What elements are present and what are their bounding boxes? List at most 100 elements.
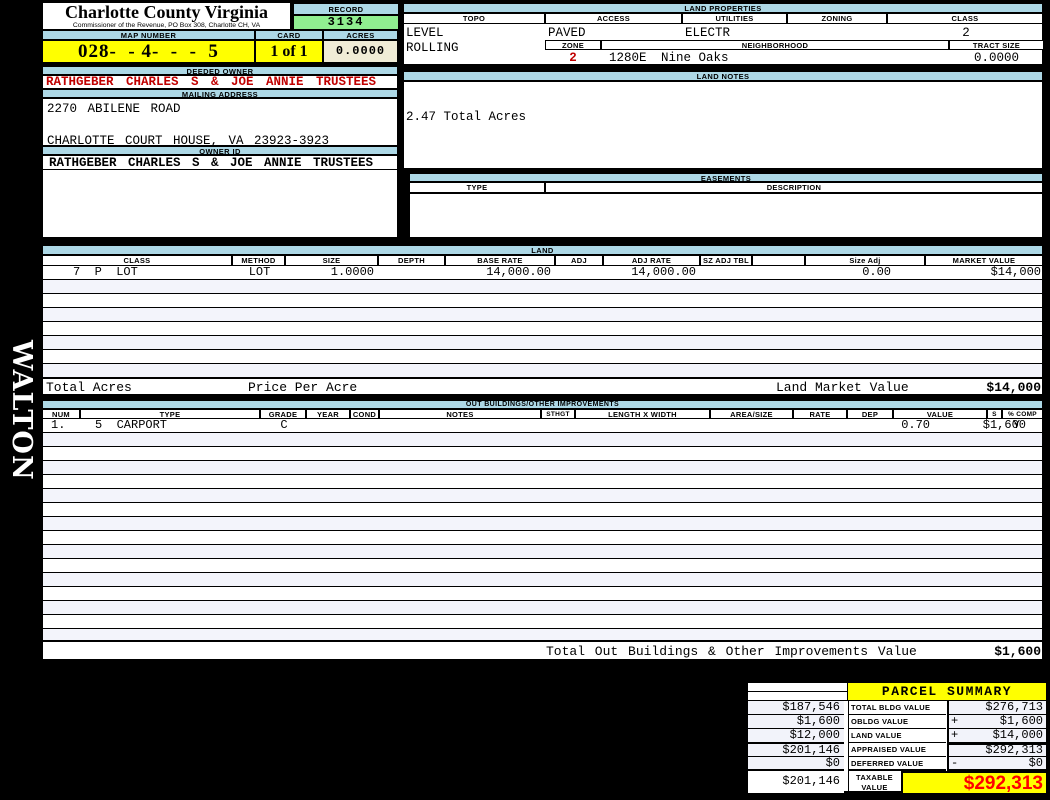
ob-col-pct-comp: % COMP — [1002, 409, 1043, 419]
ob-col-s: S — [987, 409, 1002, 419]
ps-prior-appraised: $201,146 — [748, 743, 844, 757]
land-price-per-acre-label: Price Per Acre — [248, 380, 358, 395]
ps-value-deferred: $0 — [1028, 757, 1043, 770]
card-value: 1 of 1 — [255, 40, 323, 63]
county-title-box: Charlotte County Virginia Commissioner o… — [42, 2, 291, 30]
acres-value: 0.0000 — [323, 40, 398, 63]
neighborhood-name: Nine Oaks — [661, 51, 729, 65]
map-number-label: MAP NUMBER — [42, 30, 255, 40]
zone-label: ZONE — [545, 40, 601, 50]
land-col-base-rate: BASE RATE — [445, 255, 555, 266]
ob-col-length-width: LENGTH X WIDTH — [575, 409, 710, 419]
ps-sign-land: + — [951, 729, 959, 742]
land-market-value-total: $14,000 — [986, 380, 1041, 395]
outbuildings-title: OUT BUILDINGS/OTHER IMPROVEMENTS — [42, 400, 1043, 409]
mailing-address-label: MAILING ADDRESS — [42, 89, 398, 98]
ob-col-notes: NOTES — [379, 409, 541, 419]
access-label: ACCESS — [545, 13, 682, 24]
access-value: PAVED — [548, 26, 586, 40]
ps-sign-obldg: + — [951, 715, 959, 728]
ob-total-value: $1,600 — [994, 644, 1041, 659]
owner-panel-filler — [42, 170, 398, 238]
record-label: RECORD — [293, 3, 399, 15]
address-line-2: CHARLOTTE COURT HOUSE, VA 23923-3923 — [47, 134, 330, 146]
ps-prior-total-bldg: $187,546 — [748, 701, 844, 715]
ob-col-type: TYPE — [80, 409, 260, 419]
owner-id-value: RATHGEBER CHARLES S & JOE ANNIE TRUSTEES — [42, 155, 398, 170]
county-title: Charlotte County Virginia — [64, 2, 268, 22]
outbuildings-totals-row: Total Out Buildings & Other Improvements… — [42, 640, 1043, 661]
ps-prior-taxable: $201,146 — [748, 771, 844, 793]
ob-col-area-size: AREA/SIZE — [710, 409, 793, 419]
land-row-market-value: $14,000 — [990, 266, 1041, 279]
easement-description-label: DESCRIPTION — [545, 182, 1043, 193]
ob-row-s: Y — [1012, 419, 1021, 432]
ps-blank-top — [748, 683, 848, 692]
class-value: 2 — [962, 26, 970, 40]
mailing-address-box: 2270 ABILENE ROAD CHARLOTTE COURT HOUSE,… — [42, 98, 398, 146]
tract-size-label: TRACT SIZE — [949, 40, 1044, 50]
easements-title: EASEMENTS — [409, 173, 1043, 182]
ps-label-land: LAND VALUE — [848, 729, 946, 743]
ps-value-total-bldg: $276,713 — [985, 701, 1043, 714]
utilities-value: ELECTR — [685, 26, 731, 40]
ps-blank-bottom — [748, 692, 848, 701]
land-col-blank — [752, 255, 805, 266]
tract-size-value: 0.0000 — [973, 51, 1019, 65]
land-total-acres-label: Total Acres — [46, 380, 132, 395]
neighborhood-code: 1280E — [609, 51, 647, 65]
easements-box — [409, 193, 1043, 238]
ps-value-cell-appraised: $292,313 — [947, 743, 1046, 757]
land-col-method: METHOD — [232, 255, 285, 266]
walton-watermark: WALTON — [6, 340, 37, 481]
deeded-owner-label: DEEDED OWNER — [42, 66, 398, 75]
card-label: CARD — [255, 30, 323, 40]
zone-value: 2 — [569, 51, 577, 65]
land-section-title: LAND — [42, 245, 1043, 255]
ob-row-num: 1. — [51, 419, 66, 432]
ps-label-taxable-line1: TAXABLE — [856, 773, 893, 782]
ob-row-pct-comp: 100% — [1003, 419, 1050, 432]
ps-label-deferred: DEFERRED VALUE — [848, 757, 946, 771]
ps-value-taxable: $292,313 — [901, 771, 1046, 794]
land-col-class: CLASS — [42, 255, 232, 266]
land-totals-row: Total Acres Price Per Acre Land Market V… — [42, 377, 1043, 396]
ps-prior-obldg: $1,600 — [748, 715, 844, 729]
land-col-size-adj: Size Adj — [805, 255, 925, 266]
record-value: 3134 — [293, 15, 399, 30]
ob-col-sthgt: STHGT — [541, 409, 575, 419]
land-data-row: 7 P LOT LOT 1.0000 14,000.00 14,000.00 0… — [42, 266, 1043, 279]
topo-value-2: ROLLING — [406, 41, 459, 55]
ob-row-grade: C — [280, 419, 288, 432]
ob-col-rate: RATE — [793, 409, 847, 419]
topo-label: TOPO — [403, 13, 545, 24]
owner-id-label: OWNER ID — [42, 146, 398, 155]
deeded-owner-value: RATHGEBER CHARLES S & JOE ANNIE TRUSTEES — [42, 75, 398, 89]
utilities-label: UTILITIES — [682, 13, 787, 24]
ps-value-cell-total-bldg: $276,713 — [947, 701, 1046, 715]
parcel-summary-title: PARCEL SUMMARY — [848, 683, 1046, 701]
outbuildings-empty-rows — [42, 432, 1043, 640]
ob-total-label: Total Out Buildings & Other Improvements… — [546, 644, 917, 659]
ps-sign-deferred: - — [951, 757, 959, 770]
ob-col-dep: DEP — [847, 409, 893, 419]
land-notes-box: 2.47 Total Acres — [403, 81, 1043, 169]
land-row-base-rate: 14,000.00 — [486, 266, 551, 279]
land-row-adj-rate: 14,000.00 — [631, 266, 696, 279]
ps-value-cell-land: + $14,000 — [947, 729, 1046, 743]
ob-col-grade: GRADE — [260, 409, 306, 419]
land-notes-title: LAND NOTES — [403, 71, 1043, 81]
ps-label-appraised: APPRAISED VALUE — [848, 743, 946, 757]
ps-value-obldg: $1,600 — [999, 715, 1043, 728]
land-col-depth: DEPTH — [378, 255, 445, 266]
map-number-value: 028- - 4- - - 5 — [42, 40, 255, 63]
land-row-size-adj: 0.00 — [862, 266, 891, 279]
outbuildings-data-row: 1. 5 CARPORT C 0.70 $1,600 Y 100% — [42, 419, 1043, 432]
land-row-size: 1.0000 — [330, 266, 374, 279]
land-col-size: SIZE — [285, 255, 378, 266]
ob-row-value: $1,600 — [982, 419, 1026, 432]
ob-row-dep: 0.70 — [901, 419, 930, 432]
address-line-1: 2270 ABILENE ROAD — [47, 102, 181, 116]
ps-value-appraised: $292,313 — [985, 745, 1043, 756]
